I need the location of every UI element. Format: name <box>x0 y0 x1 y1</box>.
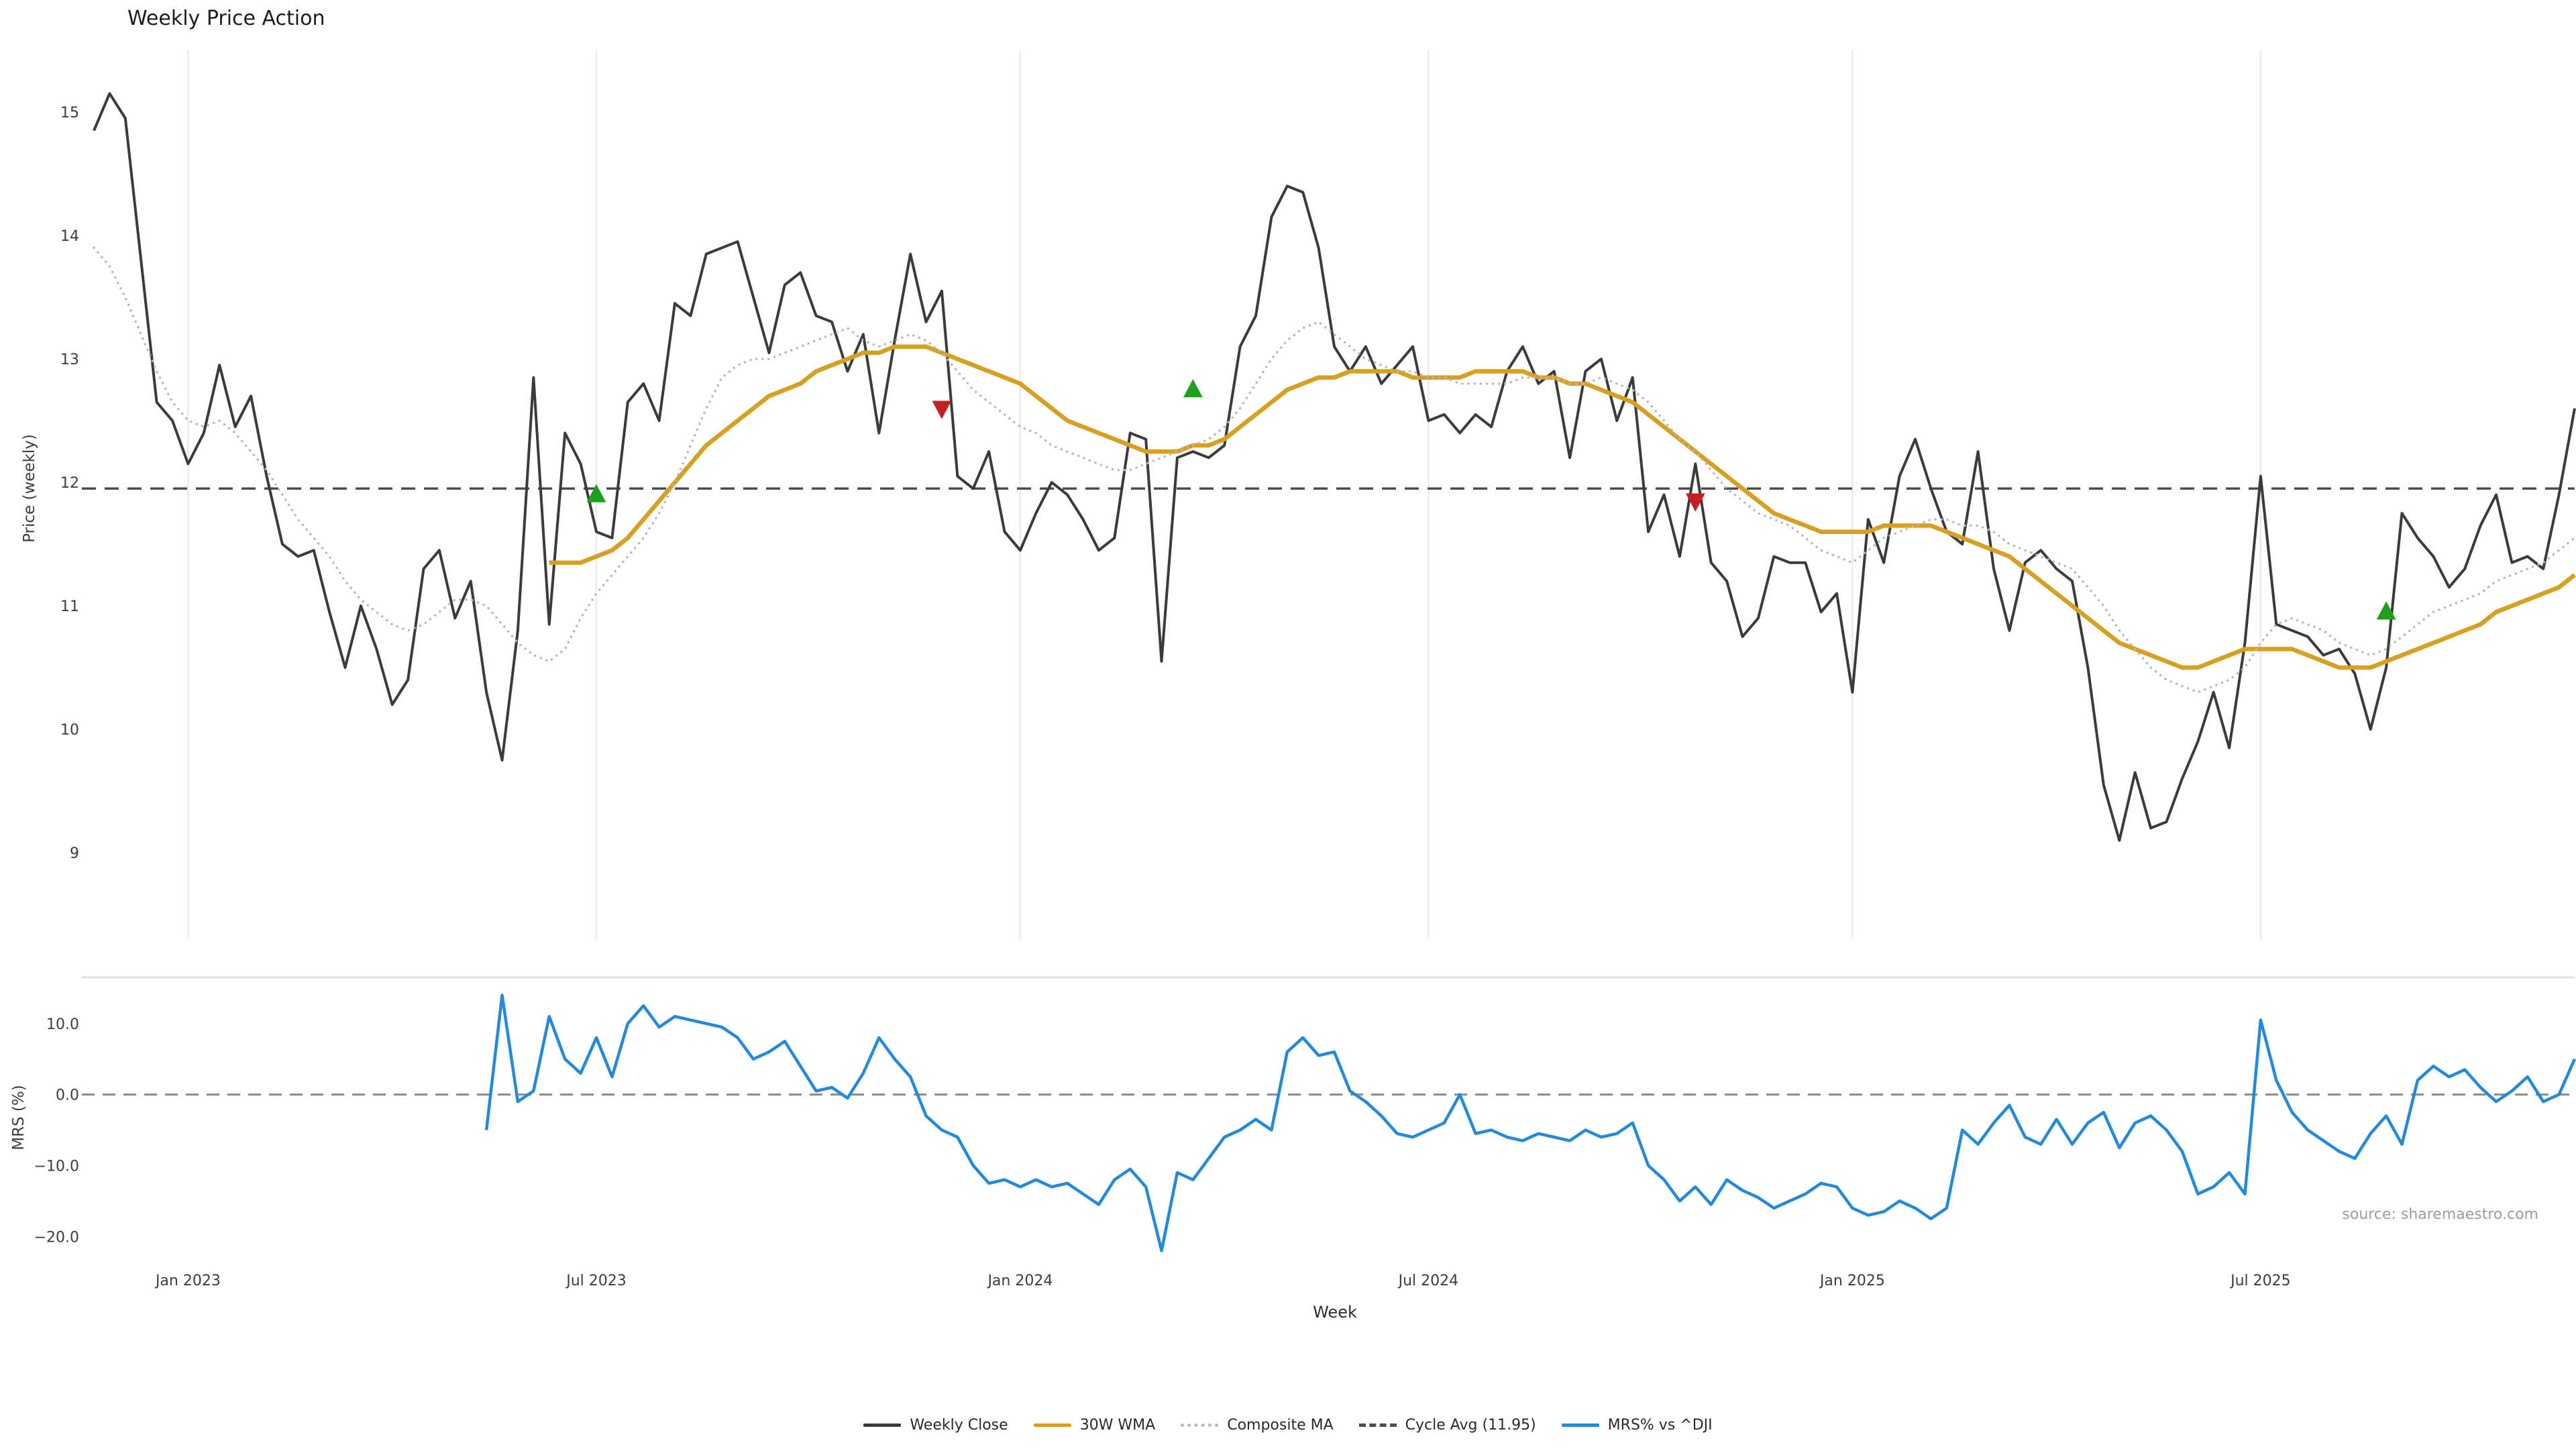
mrs-ytick-label: 10.0 <box>46 1016 79 1033</box>
x-tick-label: Jul 2023 <box>565 1273 627 1289</box>
series-30w-wma <box>549 344 2576 670</box>
x-tick-label: Jul 2024 <box>1397 1273 1459 1289</box>
mrs-ytick-label: −20.0 <box>34 1229 79 1246</box>
legend-label: Weekly Close <box>910 1417 1008 1434</box>
chart-title: Weekly Price Action <box>127 7 325 30</box>
sell-signal-icon <box>1685 493 1705 512</box>
mrs-ytick-label: 0.0 <box>56 1087 79 1104</box>
x-tick-label: Jan 2025 <box>1819 1273 1885 1289</box>
legend-item: Composite MA <box>1181 1417 1334 1434</box>
legend-item: Weekly Close <box>863 1417 1008 1434</box>
price-ytick-label: 10 <box>60 722 79 739</box>
series-composite-ma <box>93 246 2576 694</box>
chart-legend: Weekly Close 30W WMA Composite MA Cycle Avg… <box>0 1417 2576 1434</box>
x-tick-label: Jan 2024 <box>986 1273 1053 1289</box>
legend-label: 30W WMA <box>1079 1417 1156 1434</box>
price-ytick-label: 14 <box>60 228 79 245</box>
series-mrs-vs-dji <box>484 994 2576 1252</box>
price-ytick-label: 11 <box>60 598 79 615</box>
price-ytick-label: 15 <box>60 105 79 121</box>
x-tick-label: Jul 2025 <box>2229 1273 2291 1289</box>
buy-signal-icon <box>2376 601 2396 620</box>
mrs-ytick-label: −10.0 <box>34 1158 79 1175</box>
price-ytick-label: 12 <box>60 475 79 492</box>
sell-signal-icon <box>932 400 952 419</box>
legend-swatch-solid-icon <box>1033 1424 1071 1427</box>
price-ytick-label: 13 <box>60 352 79 368</box>
legend-swatch-solid-icon <box>863 1424 902 1427</box>
legend-item: MRS% vs ^DJI <box>1561 1417 1713 1434</box>
price-ytick-label: 9 <box>70 845 79 862</box>
x-tick-label: Jan 2023 <box>154 1273 221 1289</box>
source-credit: source: sharemaestro.com <box>2342 1206 2538 1223</box>
legend-swatch-solid-icon <box>1561 1424 1599 1427</box>
legend-item: Cycle Avg (11.95) <box>1358 1417 1536 1434</box>
series-weekly-close <box>93 92 2576 842</box>
legend-swatch-dotted-icon <box>1181 1424 1219 1427</box>
legend-label: Cycle Avg (11.95) <box>1405 1417 1536 1434</box>
buy-signal-icon <box>1183 379 1203 398</box>
legend-item: 30W WMA <box>1033 1417 1156 1434</box>
buy-signal-icon <box>586 484 606 502</box>
legend-swatch-dashed-icon <box>1358 1424 1397 1427</box>
legend-label: Composite MA <box>1227 1417 1334 1434</box>
x-axis-label: Week <box>1313 1303 1357 1322</box>
legend-label: MRS% vs ^DJI <box>1607 1417 1713 1434</box>
